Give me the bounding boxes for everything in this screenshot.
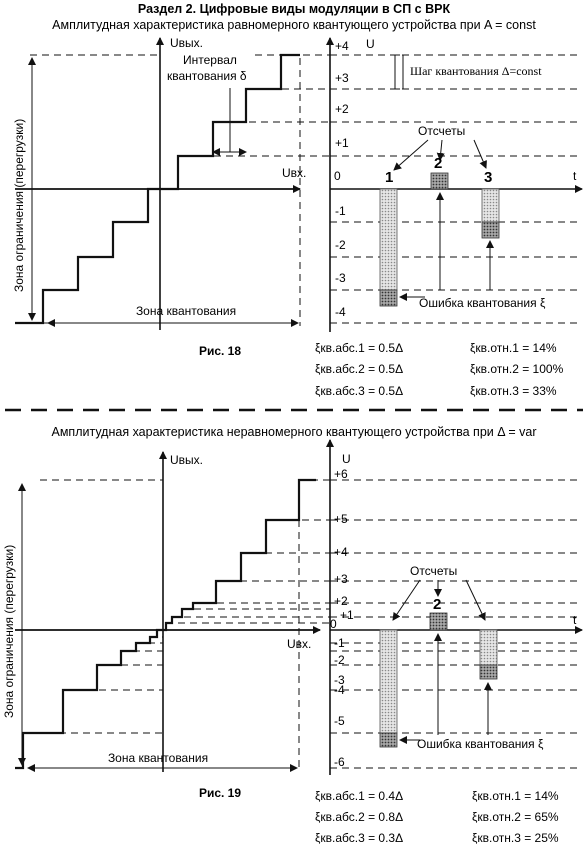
figure-19: Амплитудная характеристика неравномерног… bbox=[2, 425, 583, 845]
fig18-sample-arrow-1 bbox=[393, 139, 429, 171]
fig19-formula-abs: ξкв.абс.1 = 0.4Δ bbox=[315, 789, 403, 803]
fig18-sample-number: 3 bbox=[484, 169, 492, 186]
fig19-tick: +5 bbox=[334, 512, 348, 526]
fig19-zero-label: 0 bbox=[330, 617, 337, 631]
fig19-staircase bbox=[15, 478, 316, 770]
fig19-tick: -1 bbox=[334, 636, 345, 650]
fig18-error-block-2 bbox=[430, 172, 449, 190]
fig18-sample-arrow-2 bbox=[436, 139, 445, 161]
fig18-u-label: U bbox=[366, 37, 375, 51]
fig19-tick: +6 bbox=[334, 467, 348, 481]
fig18-formula-abs: ξкв.абс.1 = 0.5Δ bbox=[315, 341, 403, 355]
fig19-tick: -3 bbox=[334, 673, 345, 687]
fig18-formula-rel: ξкв.отн.1 = 14% bbox=[470, 341, 557, 355]
fig18-caption: Рис. 18 bbox=[199, 344, 241, 358]
fig18-error-block-3 bbox=[481, 221, 500, 239]
fig18-interval-label-2: квантования δ bbox=[167, 69, 247, 83]
fig19-formula-rel: ξкв.отн.3 = 25% bbox=[472, 831, 559, 845]
fig18-tick: -4 bbox=[335, 305, 346, 319]
fig18-interval-label-1: Интервал bbox=[183, 53, 237, 67]
fig19-ticks: +6 +5 +4 +3 +2 +1 -1 -2 -3 -4 -5 -6 bbox=[334, 467, 354, 769]
fig18-sample-arrow-3 bbox=[473, 139, 487, 169]
fig18-sample-number: 2 bbox=[434, 155, 442, 172]
fig19-quant-zone-label: Зона квантования bbox=[108, 751, 208, 765]
fig19-level-lines bbox=[23, 479, 330, 769]
fig18-level-lines bbox=[30, 54, 330, 326]
fig19-error-block-2 bbox=[429, 612, 448, 631]
fig19-sample-arrow-1 bbox=[392, 579, 421, 621]
fig18-uin-label: Uвх. bbox=[282, 166, 306, 180]
fig19-tick: +4 bbox=[334, 545, 348, 559]
fig19-t-label: t bbox=[573, 613, 577, 627]
fig18-error-block-1 bbox=[379, 289, 398, 307]
fig18-samples-label: Отсчеты bbox=[418, 124, 465, 138]
fig18-step-label: Шаг квантования Δ=const bbox=[410, 64, 542, 78]
figure-18: Амплитудная характеристика равномерного … bbox=[12, 18, 583, 398]
fig18-formula-abs: ξкв.абс.3 = 0.5Δ bbox=[315, 384, 403, 398]
fig19-tick: -4 bbox=[334, 683, 345, 697]
fig19-sample-bar-3 bbox=[479, 629, 498, 666]
fig19-samples-label: Отсчеты bbox=[410, 564, 457, 578]
fig19-formula-abs: ξкв.абс.2 = 0.8Δ bbox=[315, 810, 403, 824]
fig18-tick: +4 bbox=[335, 39, 349, 53]
fig19-error-block-1 bbox=[379, 732, 398, 748]
fig18-t-label: t bbox=[573, 169, 577, 183]
fig18-formula-abs: ξкв.абс.2 = 0.5Δ bbox=[315, 362, 403, 376]
fig18-uout-label: Uвых. bbox=[170, 36, 203, 50]
fig19-caption: Рис. 19 bbox=[199, 786, 241, 800]
fig19-sample-arrow-3 bbox=[465, 579, 486, 621]
fig18-error-label: Ошибка квантования ξ bbox=[419, 296, 546, 310]
fig18-sample-bar-1 bbox=[379, 188, 398, 291]
fig18-grid-lines bbox=[330, 54, 580, 324]
fig18-formula-rel: ξкв.отн.2 = 100% bbox=[470, 362, 564, 376]
fig19-tick: -6 bbox=[334, 755, 345, 769]
fig19-formula-rel: ξкв.отн.2 = 65% bbox=[472, 810, 559, 824]
fig18-sample-bar-3 bbox=[481, 188, 500, 223]
fig19-tick: +1 bbox=[340, 608, 354, 622]
fig18-subtitle: Амплитудная характеристика равномерного … bbox=[52, 18, 536, 32]
fig18-tick: -2 bbox=[335, 238, 346, 252]
fig19-uout-label: Uвых. bbox=[170, 453, 203, 467]
fig19-tick: -5 bbox=[334, 714, 345, 728]
fig18-sample-number: 1 bbox=[385, 169, 393, 186]
fig19-error-block-3 bbox=[479, 664, 498, 680]
fig18-formula-rel: ξкв.отн.3 = 33% bbox=[470, 384, 557, 398]
fig18-zero-label: 0 bbox=[334, 169, 341, 183]
fig19-grid-lines bbox=[330, 479, 580, 769]
fig18-limit-zone-label: Зона ограничения (перегрузки) bbox=[12, 119, 26, 292]
page-title: Раздел 2. Цифровые виды модуляции в СП с… bbox=[138, 2, 451, 16]
fig19-limit-zone-label: Зона ограничения (перегрузки) bbox=[2, 545, 16, 718]
fig19-sample-number: 2 bbox=[433, 596, 441, 613]
fig18-tick: -3 bbox=[335, 271, 346, 285]
fig18-ticks: +4 +3 +2 +1 -1 -2 -3 -4 bbox=[335, 39, 349, 319]
fig18-tick: -1 bbox=[335, 204, 346, 218]
fig18-tick: +1 bbox=[335, 136, 349, 150]
fig19-tick: -2 bbox=[334, 653, 345, 667]
fig19-tick: +2 bbox=[334, 594, 348, 608]
fig19-subtitle: Амплитудная характеристика неравномерног… bbox=[52, 425, 537, 439]
fig19-u-label: U bbox=[342, 452, 351, 466]
fig19-formula-rel: ξкв.отн.1 = 14% bbox=[472, 789, 559, 803]
fig19-sample-bar-1 bbox=[379, 629, 398, 734]
fig18-tick: +3 bbox=[335, 71, 349, 85]
fig18-tick: +2 bbox=[335, 102, 349, 116]
fig19-formula-abs: ξкв.абс.3 = 0.3Δ bbox=[315, 831, 403, 845]
fig19-error-label: Ошибка квантования ξ bbox=[417, 737, 544, 751]
fig18-quant-zone-label: Зона квантования bbox=[136, 304, 236, 318]
fig19-tick: +3 bbox=[334, 572, 348, 586]
